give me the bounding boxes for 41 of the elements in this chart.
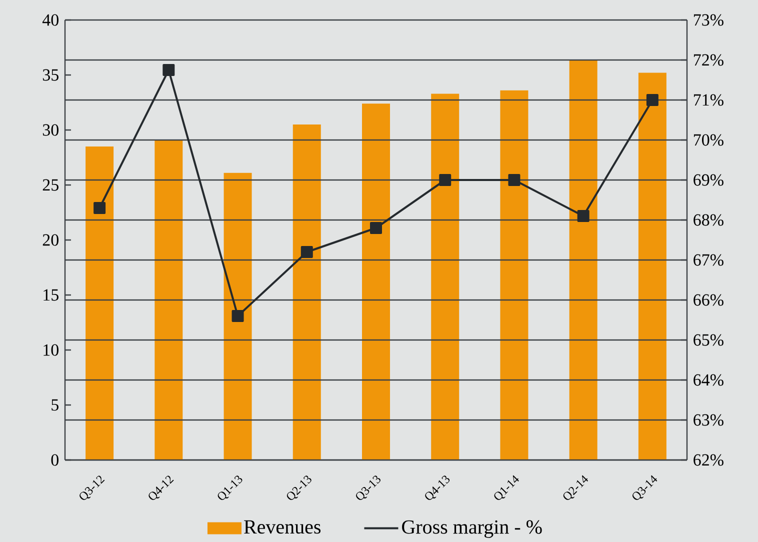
bar [431, 94, 460, 460]
point [232, 310, 244, 322]
y-tick-label: 10 [44, 344, 58, 356]
y2-tick-label: 68% [694, 214, 724, 226]
point [162, 64, 175, 76]
y-tick-label: 20 [42, 234, 58, 246]
y2-tick-label: 65% [694, 334, 724, 346]
bar [569, 60, 598, 460]
y2-tick-label: 72% [694, 54, 724, 66]
bar [154, 140, 183, 460]
point [508, 174, 520, 186]
y2-tick-label: 70% [694, 134, 724, 146]
y-tick-label: 35 [42, 69, 58, 81]
y2-tick-label: 67% [694, 254, 724, 266]
bar [638, 72, 666, 460]
y2-tick-label: 73% [694, 14, 724, 26]
point [439, 174, 452, 186]
point [646, 94, 658, 106]
y2-tick-label: 66% [694, 294, 724, 306]
bar [224, 172, 252, 460]
y-tick-label: 30 [42, 124, 58, 136]
point [94, 202, 106, 214]
bar [292, 124, 321, 460]
y2-tick-label: 69% [694, 174, 724, 186]
y2-tick-label: 71% [694, 94, 724, 106]
bar [500, 90, 528, 460]
bar [86, 146, 114, 460]
y-tick-label: 25 [42, 179, 58, 191]
y2-tick-label: 64% [694, 374, 724, 386]
point [370, 222, 382, 234]
legend-label: Gross margin - % [402, 520, 542, 538]
y-tick-label: 5 [52, 399, 58, 411]
point [577, 210, 590, 222]
point [300, 246, 313, 258]
legend-label: Revenues [244, 520, 321, 534]
y2-tick-label: 62% [694, 454, 724, 466]
bar [362, 104, 390, 460]
y2-tick-label: 63% [694, 414, 724, 426]
y-tick-label: 0 [51, 454, 58, 466]
y-tick-label: 40 [42, 14, 58, 26]
y-tick-label: 15 [44, 289, 58, 301]
